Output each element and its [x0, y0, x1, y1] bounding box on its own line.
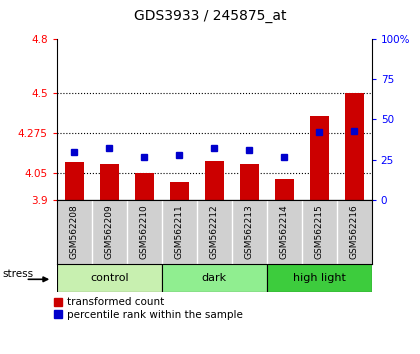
Bar	[100, 164, 119, 200]
Bar	[267, 264, 372, 292]
Bar	[239, 164, 259, 200]
Bar	[344, 93, 364, 200]
Text: high light: high light	[293, 273, 346, 283]
Bar	[57, 264, 162, 292]
Bar	[275, 178, 294, 200]
Bar	[205, 161, 224, 200]
Text: stress: stress	[3, 269, 34, 279]
Text: GSM562214: GSM562214	[280, 205, 289, 259]
Bar	[162, 264, 267, 292]
Text: GSM562211: GSM562211	[175, 205, 184, 259]
Text: control: control	[90, 273, 129, 283]
Text: dark: dark	[202, 273, 227, 283]
Legend: transformed count, percentile rank within the sample: transformed count, percentile rank withi…	[53, 297, 243, 320]
Text: GSM562215: GSM562215	[315, 205, 324, 259]
Text: GSM562212: GSM562212	[210, 205, 219, 259]
Bar	[310, 116, 329, 200]
Text: GSM562210: GSM562210	[140, 205, 149, 259]
Text: GDS3933 / 245875_at: GDS3933 / 245875_at	[134, 9, 286, 23]
Text: GSM562213: GSM562213	[245, 205, 254, 259]
Bar	[134, 173, 154, 200]
Text: GSM562216: GSM562216	[350, 205, 359, 259]
Bar	[65, 162, 84, 200]
Text: GSM562209: GSM562209	[105, 205, 114, 259]
Text: GSM562208: GSM562208	[70, 205, 79, 259]
Bar	[170, 182, 189, 200]
